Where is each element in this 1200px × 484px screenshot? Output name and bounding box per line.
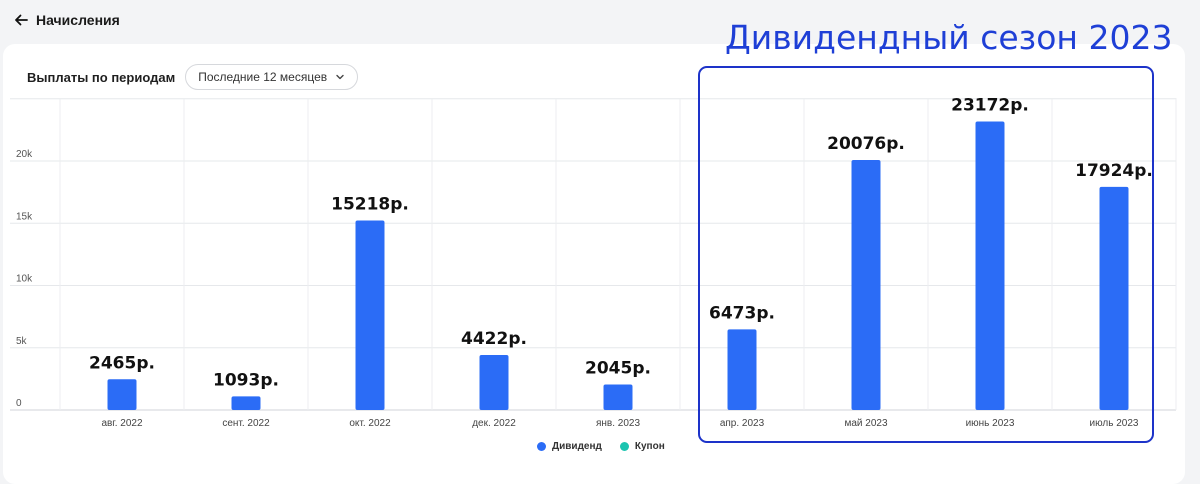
x-tick-label: май 2023 xyxy=(844,418,887,429)
bar-dividend xyxy=(727,329,757,410)
season-highlight-box xyxy=(698,66,1154,443)
x-tick-label: авг. 2022 xyxy=(101,418,143,429)
card-title: Выплаты по периодам xyxy=(27,69,176,85)
period-dropdown-value: Последние 12 месяцев xyxy=(198,70,328,84)
bar-data-label: 2465р. xyxy=(89,353,155,373)
x-tick-label: апр. 2023 xyxy=(720,418,765,429)
bar-dividend xyxy=(231,396,261,410)
bar-dividend xyxy=(975,121,1005,410)
x-tick-label: июнь 2023 xyxy=(966,418,1015,429)
y-tick-label: 20k xyxy=(16,149,33,160)
bar-data-label: 4422р. xyxy=(461,329,527,349)
bar-data-label: 15218р. xyxy=(331,195,409,215)
chevron-down-icon xyxy=(335,72,345,82)
period-dropdown[interactable]: Последние 12 месяцев xyxy=(185,64,359,90)
bar-dividend xyxy=(603,384,633,410)
card-header: Выплаты по периодам Последние 12 месяцев xyxy=(27,64,359,90)
legend-dot-coupon xyxy=(619,442,629,451)
bar-data-label: 2045р. xyxy=(585,359,651,379)
x-tick-label: дек. 2022 xyxy=(472,418,516,429)
x-tick-label: июль 2023 xyxy=(1090,418,1139,429)
x-tick-label: сент. 2022 xyxy=(222,418,270,429)
bar-dividend xyxy=(851,160,881,410)
y-tick-label: 0 xyxy=(16,398,22,409)
legend-item-dividend[interactable]: Дивиденд xyxy=(537,441,602,452)
top-bar: Начисления xyxy=(0,0,1200,40)
bar-dividend xyxy=(479,354,509,410)
y-tick-label: 5k xyxy=(16,336,28,347)
x-tick-label: янв. 2023 xyxy=(596,418,640,429)
bar-dividend xyxy=(355,220,385,410)
legend-label-dividend: Дивиденд xyxy=(552,441,602,452)
bar-data-label: 17924р. xyxy=(1075,161,1153,181)
chart-legend: Дивиденд Купон xyxy=(537,441,665,452)
legend-dot-dividend xyxy=(537,442,546,451)
x-tick-label: окт. 2022 xyxy=(349,418,391,429)
bar-data-label: 23172р. xyxy=(951,96,1029,116)
legend-label-coupon: Купон xyxy=(634,441,665,452)
y-tick-label: 15k xyxy=(16,211,33,222)
y-tick-label: 10k xyxy=(16,274,33,285)
season-annotation-title: Дивидендный сезон 2023 xyxy=(725,18,1173,57)
arrow-left-icon xyxy=(14,13,28,27)
bar-data-label: 20076р. xyxy=(827,134,905,154)
bar-dividend xyxy=(1099,186,1129,410)
page-title: Начисления xyxy=(36,12,120,28)
bar-data-label: 6473р. xyxy=(709,303,775,323)
legend-item-coupon[interactable]: Купон xyxy=(619,441,665,452)
bar-dividend xyxy=(107,379,137,410)
payments-bar-chart: 0 5k 10k 15k 20k 2465р. авг. 2022 1093р. сент. 2… xyxy=(10,96,1177,429)
bar-data-label: 1093р. xyxy=(213,370,279,390)
back-button[interactable]: Начисления xyxy=(14,12,120,28)
